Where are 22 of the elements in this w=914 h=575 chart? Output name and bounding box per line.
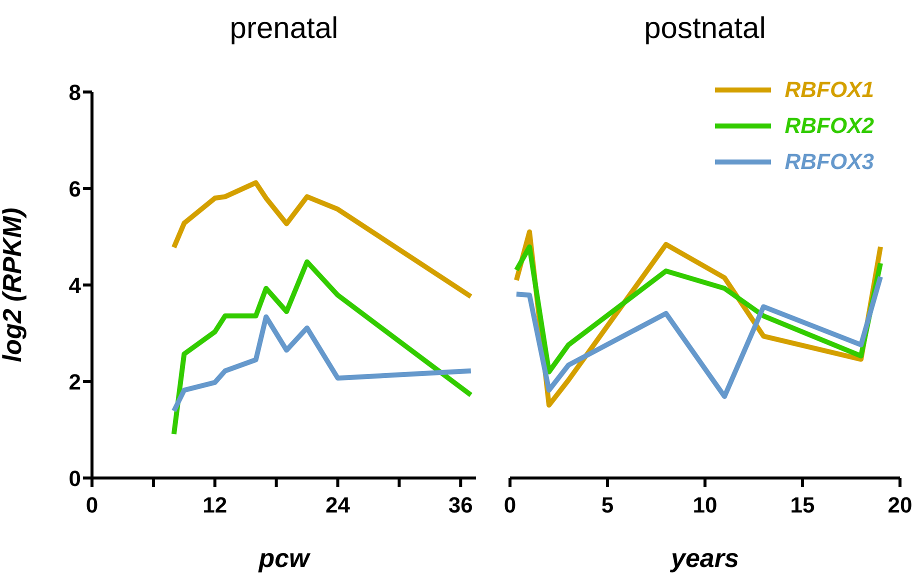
x-axis-title: years: [669, 543, 739, 573]
chart-title: postnatal: [643, 12, 767, 46]
x-tick-label: 5: [601, 492, 614, 518]
y-tick-label: 4: [68, 272, 82, 298]
y-tick-label: 0: [68, 466, 81, 491]
x-axis-title: pcw: [258, 543, 312, 573]
x-tick-label: 10: [692, 492, 718, 518]
x-tick-label: 24: [326, 492, 351, 518]
y-tick-label: 8: [68, 80, 81, 105]
x-tick-label: 20: [888, 492, 912, 518]
x-tick-label: 0: [504, 492, 516, 518]
y-tick-label: 6: [68, 176, 81, 202]
y-axis-title: log2 (RPKM): [0, 208, 28, 362]
x-tick-label: 12: [202, 492, 228, 518]
chart-title: prenatal: [228, 12, 340, 46]
legend-label: RBFOX2: [784, 113, 874, 139]
x-tick-label: 36: [448, 492, 473, 518]
x-tick-label: 15: [790, 492, 815, 518]
y-tick-label: 2: [68, 369, 81, 394]
legend-label: RBFOX3: [784, 149, 874, 175]
legend-label: RBFOX1: [784, 77, 874, 103]
x-tick-label: 0: [86, 492, 98, 518]
